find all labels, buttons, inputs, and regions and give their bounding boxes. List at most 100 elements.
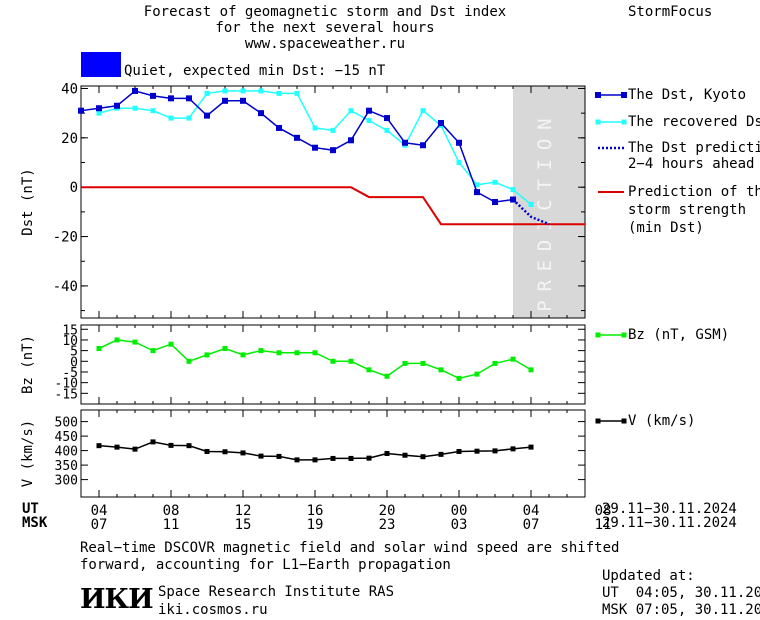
speed-point <box>204 448 210 454</box>
speed-point <box>492 448 498 454</box>
speed-point <box>222 449 228 455</box>
bz-point <box>96 345 102 351</box>
prediction-letter: R <box>534 280 556 292</box>
legend-dst-prediction: The Dst prediction <box>628 140 760 156</box>
legend-dst-kyoto: The Dst, Kyoto <box>628 87 747 103</box>
msk-tick-label: 03 <box>451 517 468 533</box>
dst-kyoto-point <box>294 134 300 141</box>
msk-tick-label: 07 <box>91 517 108 533</box>
title-line-1: Forecast of geomagnetic storm and Dst in… <box>143 4 507 20</box>
dst-kyoto-point <box>186 95 192 102</box>
prediction-letter: N <box>534 118 556 129</box>
dst-recovered-point <box>456 160 462 166</box>
y-tick-label: 15 <box>62 323 78 338</box>
speed-point <box>276 453 282 459</box>
legend-swatch-bz-marker <box>621 332 627 338</box>
dst-recovered-point <box>222 88 228 94</box>
ut-date-range: 29.11−30.11.2024 <box>602 501 737 517</box>
y-tick-label: 20 <box>61 131 78 147</box>
dst-recovered-point <box>348 108 354 114</box>
y-tick-label: 40 <box>61 81 78 97</box>
footnote-line-1: Real−time DSCOVR magnetic field and sola… <box>80 540 620 556</box>
dst-recovered-point <box>510 187 516 193</box>
bz-point <box>204 352 210 358</box>
dst-kyoto-point <box>276 124 282 131</box>
legend-storm-3: (min Dst) <box>628 220 704 236</box>
dst-kyoto-point <box>402 139 408 146</box>
dst-kyoto-point <box>330 147 336 154</box>
legend-storm-2: storm strength <box>628 202 747 218</box>
prediction-letter: I <box>534 159 556 170</box>
bz-point <box>438 367 444 373</box>
legend-swatch-dst-recovered-marker <box>595 119 601 125</box>
dst-recovered-point <box>150 108 156 114</box>
speed-line <box>98 441 532 461</box>
prediction-letter: C <box>534 199 556 210</box>
legend-swatch-speed-marker <box>595 418 601 424</box>
speed-point <box>132 446 138 452</box>
bz-point <box>456 375 462 381</box>
dst-kyoto-line <box>80 90 514 203</box>
y-tick-label: 0 <box>70 180 78 196</box>
title-line-2: for the next several hours <box>215 20 435 36</box>
bz-point <box>276 350 282 356</box>
speed-point <box>528 444 534 450</box>
dst-recovered-point <box>204 90 210 96</box>
dst-kyoto-point <box>438 120 444 127</box>
legend-swatch-dst-kyoto-marker <box>621 92 627 98</box>
dst-recovered-point <box>492 179 498 185</box>
legend-swatch-dst-kyoto-marker <box>595 92 601 98</box>
footnote-line-2: forward, accounting for L1−Earth propaga… <box>80 557 451 573</box>
bz-point <box>294 350 300 356</box>
legend-swatch-speed-marker <box>621 418 627 424</box>
y-tick-label: -40 <box>53 279 78 295</box>
speed-point <box>510 446 516 452</box>
y-axis-label: Dst (nT) <box>20 168 36 235</box>
bz-point <box>420 360 426 366</box>
y-tick-label: -15 <box>55 387 78 402</box>
dst-kyoto-point <box>114 102 120 109</box>
y-tick-label: -20 <box>53 230 78 246</box>
bz-point <box>168 341 174 347</box>
speed-point <box>438 451 444 457</box>
y-tick-label: -10 <box>55 377 78 392</box>
institute-site[interactable]: iki.cosmos.ru <box>158 602 268 618</box>
y-tick-label: 300 <box>55 474 78 489</box>
bz-point <box>384 373 390 379</box>
dst-kyoto-point <box>348 137 354 144</box>
dst-recovered-point <box>258 88 264 94</box>
title-line-3: www.spaceweather.ru <box>244 36 406 52</box>
institute-name: Space Research Institute RAS <box>158 584 395 600</box>
brand-label: StormFocus <box>628 4 713 20</box>
speed-point <box>330 455 336 461</box>
legend-speed: V (km/s) <box>628 413 696 429</box>
bz-point <box>528 367 534 373</box>
dst-recovered-point <box>384 127 390 133</box>
msk-date-range: 29.11−30.11.2024 <box>602 515 737 531</box>
bz-point <box>312 350 318 356</box>
dst-kyoto-point <box>168 95 174 102</box>
ut-tick-label: 16 <box>307 503 324 519</box>
speed-point <box>402 452 408 458</box>
y-axis-label: V (km/s) <box>20 420 36 487</box>
dst-kyoto-point <box>96 105 102 112</box>
dst-prediction-line <box>512 198 550 226</box>
bz-line <box>98 339 532 380</box>
bz-point <box>150 348 156 354</box>
speed-point <box>348 455 354 461</box>
dst-kyoto-point <box>78 107 84 114</box>
bz-point <box>348 358 354 364</box>
y-tick-label: 400 <box>55 445 78 460</box>
dst-recovered-point <box>96 110 102 116</box>
speed-point <box>312 457 318 463</box>
msk-axis-label: MSK <box>22 515 48 531</box>
dst-kyoto-point <box>222 97 228 104</box>
dst-kyoto-point <box>474 189 480 196</box>
speed-point <box>96 443 102 449</box>
bz-point <box>402 360 408 366</box>
dst-recovered-point <box>330 127 336 133</box>
bz-point <box>366 367 372 373</box>
updated-msk: MSK 07:05, 30.11.2024 <box>602 602 760 618</box>
speed-point <box>168 442 174 448</box>
